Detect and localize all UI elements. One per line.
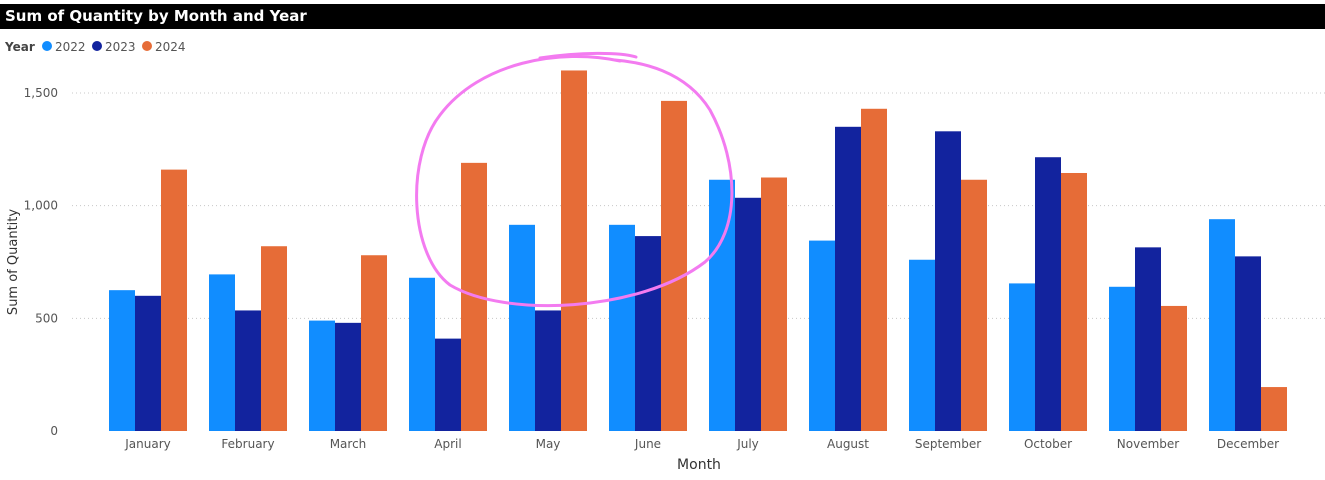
bar-2022-february[interactable] xyxy=(209,274,235,431)
bar-2022-june[interactable] xyxy=(609,224,635,431)
y-axis-title: Sum of Quantity xyxy=(6,209,21,315)
x-tick-label: November xyxy=(1117,437,1179,451)
bar-2022-january[interactable] xyxy=(109,290,135,431)
highlight-circle-annotation-tail xyxy=(538,51,638,60)
y-tick-label: 1,000 xyxy=(24,199,58,213)
bar-2022-march[interactable] xyxy=(309,320,335,431)
bar-2023-april[interactable] xyxy=(435,338,461,431)
x-tick-label: July xyxy=(736,437,759,451)
bar-2022-july[interactable] xyxy=(709,179,735,431)
legend-label-2024[interactable]: 2024 xyxy=(155,40,186,54)
bar-2024-march[interactable] xyxy=(361,255,387,431)
legend-marker-2024 xyxy=(142,41,152,51)
bar-2022-september[interactable] xyxy=(909,259,935,431)
legend-label-2023[interactable]: 2023 xyxy=(105,40,136,54)
x-tick-label: September xyxy=(915,437,981,451)
bar-2024-january[interactable] xyxy=(161,169,187,431)
x-tick-label: June xyxy=(634,437,661,451)
x-tick-label: April xyxy=(434,437,461,451)
bar-2024-july[interactable] xyxy=(761,177,787,432)
chart-title: Sum of Quantity by Month and Year xyxy=(0,4,1325,29)
tick-labels: 0 500 1,000 1,500 January February March April M… xyxy=(24,86,1280,451)
bar-2023-june[interactable] xyxy=(635,236,661,431)
x-tick-label: May xyxy=(536,437,561,451)
x-tick-label: December xyxy=(1217,437,1279,451)
legend[interactable]: Year 2022 2023 2024 xyxy=(4,40,186,54)
bar-2023-december[interactable] xyxy=(1235,256,1261,431)
bar-2024-september[interactable] xyxy=(961,179,987,431)
legend-marker-2022 xyxy=(42,41,52,51)
x-tick-label: August xyxy=(827,437,869,451)
x-tick-label: March xyxy=(330,437,367,451)
bar-2024-february[interactable] xyxy=(261,246,287,431)
bar-2024-june[interactable] xyxy=(661,100,687,432)
bar-2023-august[interactable] xyxy=(835,126,861,432)
bar-2023-march[interactable] xyxy=(335,322,361,431)
legend-label-2022[interactable]: 2022 xyxy=(55,40,86,54)
bar-2022-august[interactable] xyxy=(809,240,835,431)
annotation-layer xyxy=(415,51,734,308)
legend-marker-2023 xyxy=(92,41,102,51)
y-tick-label: 0 xyxy=(50,424,58,438)
legend-title: Year xyxy=(4,40,35,54)
x-tick-label: October xyxy=(1024,437,1072,451)
x-axis-title: Month xyxy=(677,457,721,473)
bar-2023-may[interactable] xyxy=(535,310,561,431)
bar-2024-december[interactable] xyxy=(1261,387,1287,431)
x-tick-label: February xyxy=(221,437,274,451)
bar-2024-august[interactable] xyxy=(861,108,887,432)
highlight-circle-annotation xyxy=(415,55,734,308)
y-tick-label: 1,500 xyxy=(24,86,58,100)
bar-2024-november[interactable] xyxy=(1161,305,1187,431)
bar-2023-october[interactable] xyxy=(1035,157,1061,431)
bar-2022-november[interactable] xyxy=(1109,286,1135,431)
bar-2023-september[interactable] xyxy=(935,131,961,431)
bar-2023-january[interactable] xyxy=(135,295,161,431)
bar-2022-may[interactable] xyxy=(509,224,535,431)
bar-2023-november[interactable] xyxy=(1135,247,1161,431)
bars xyxy=(109,70,1287,432)
y-tick-label: 500 xyxy=(35,311,58,325)
bar-2024-may[interactable] xyxy=(561,70,587,431)
bar-2022-december[interactable] xyxy=(1209,219,1235,431)
bar-2022-april[interactable] xyxy=(409,277,435,431)
x-tick-label: January xyxy=(124,437,171,451)
bar-2023-july[interactable] xyxy=(735,197,761,431)
bar-2022-october[interactable] xyxy=(1009,283,1035,431)
bar-2024-october[interactable] xyxy=(1061,172,1087,431)
bar-2023-february[interactable] xyxy=(235,310,261,431)
